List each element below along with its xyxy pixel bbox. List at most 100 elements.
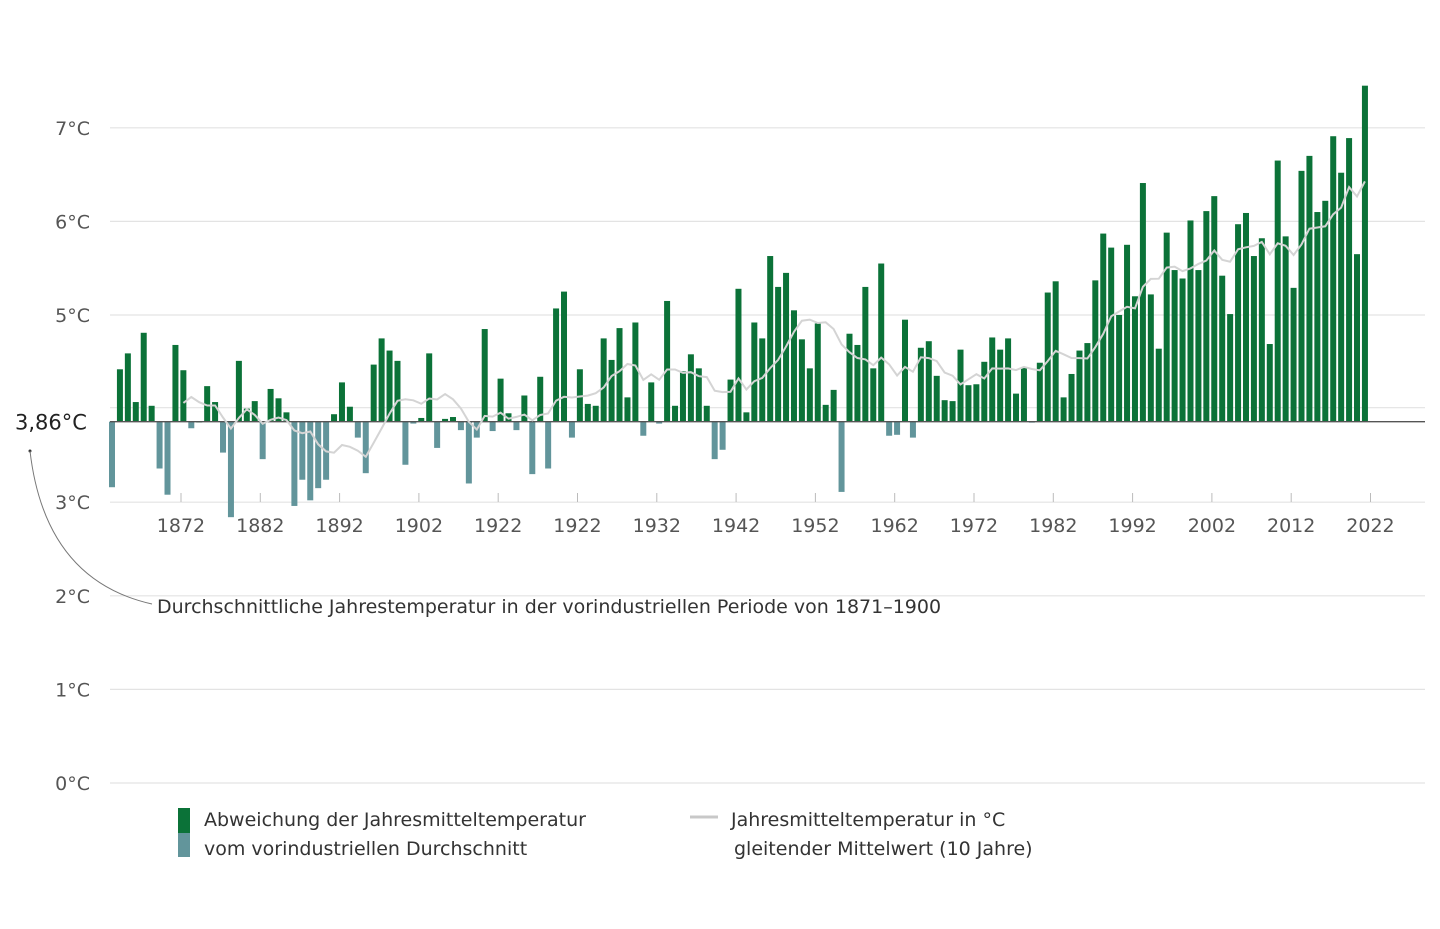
bar-positive bbox=[695, 368, 702, 422]
bar-negative bbox=[410, 421, 417, 424]
bar-positive bbox=[1314, 212, 1321, 422]
bar-negative bbox=[362, 421, 369, 474]
bar-negative bbox=[545, 421, 552, 469]
bar-positive bbox=[687, 354, 694, 422]
x-tick-label: 2002 bbox=[1188, 515, 1236, 537]
y-axis-labels: 0°C 1°C 2°C 3°C 5°C 6°C 7°C bbox=[55, 118, 90, 795]
legend-swatch-negative bbox=[178, 833, 190, 857]
bar-positive bbox=[148, 405, 155, 422]
bar-positive bbox=[1282, 236, 1289, 422]
bar-positive bbox=[854, 344, 861, 422]
bar-negative bbox=[886, 421, 893, 436]
bar-negative bbox=[640, 421, 647, 436]
bar-positive bbox=[1100, 233, 1107, 422]
y-tick-label: 7°C bbox=[55, 118, 90, 140]
bar-positive bbox=[338, 382, 345, 422]
bar-positive bbox=[1131, 296, 1138, 422]
bar-positive bbox=[267, 388, 274, 422]
bar-positive bbox=[941, 400, 948, 422]
y-tick-label: 0°C bbox=[55, 773, 90, 795]
bar-positive bbox=[449, 417, 456, 422]
bar-positive bbox=[1219, 275, 1226, 422]
bar-positive bbox=[1235, 224, 1242, 422]
bar-positive bbox=[481, 329, 488, 422]
bar-positive bbox=[394, 360, 401, 422]
bar-positive bbox=[1076, 350, 1083, 422]
bar-positive bbox=[275, 398, 282, 422]
bar-positive bbox=[132, 402, 139, 422]
bar-positive bbox=[981, 361, 988, 422]
bar-positive bbox=[418, 417, 425, 422]
bar-positive bbox=[1084, 343, 1091, 422]
legend-bar-label-1: Abweichung der Jahresmitteltemperatur bbox=[204, 809, 586, 831]
y-tick-label: 1°C bbox=[55, 679, 90, 701]
bar-positive bbox=[1068, 373, 1075, 422]
bar-negative bbox=[656, 421, 663, 424]
x-tick-label: 1952 bbox=[791, 515, 839, 537]
bar-positive bbox=[775, 286, 782, 422]
bar-positive bbox=[553, 308, 560, 422]
bar-positive bbox=[862, 286, 869, 422]
bar-positive bbox=[1203, 211, 1210, 422]
bar-positive bbox=[1338, 172, 1345, 422]
bar-positive bbox=[592, 405, 599, 422]
x-tick-label: 2012 bbox=[1267, 515, 1315, 537]
bar-positive bbox=[973, 384, 980, 422]
bar-positive bbox=[370, 364, 377, 422]
bar-positive bbox=[1013, 393, 1020, 422]
legend-line-label-1: Jahresmitteltemperatur in °C bbox=[730, 809, 1005, 831]
x-tick-label: 1882 bbox=[236, 515, 284, 537]
bar-positive bbox=[140, 332, 147, 422]
bar-positive bbox=[814, 323, 821, 422]
bar-negative bbox=[568, 421, 575, 438]
bar-positive bbox=[1195, 270, 1202, 422]
bar-positive bbox=[235, 360, 242, 422]
bar-positive bbox=[1020, 367, 1027, 422]
bar-positive bbox=[846, 333, 853, 422]
legend-line-label-2: gleitender Mittelwert (10 Jahre) bbox=[734, 838, 1033, 860]
bar-positive bbox=[378, 338, 385, 422]
bar-positive bbox=[1274, 160, 1281, 422]
bar-negative bbox=[465, 421, 472, 484]
bar-positive bbox=[870, 368, 877, 422]
bar-positive bbox=[917, 347, 924, 422]
x-tick-label: 1962 bbox=[871, 515, 919, 537]
bar-positive bbox=[442, 418, 449, 422]
bar-positive bbox=[1346, 138, 1353, 422]
annotation-connector bbox=[29, 450, 153, 605]
x-tick-label: 1972 bbox=[950, 515, 998, 537]
bar-positive bbox=[426, 353, 433, 422]
bar-positive bbox=[925, 341, 932, 422]
bar-negative bbox=[434, 421, 441, 448]
bar-negative bbox=[402, 421, 409, 465]
y-tick-label: 5°C bbox=[55, 305, 90, 327]
bar-positive bbox=[1227, 314, 1234, 422]
x-tick-label: 1922 bbox=[553, 515, 601, 537]
bar-positive bbox=[759, 338, 766, 422]
bar-positive bbox=[1290, 287, 1297, 422]
bar-negative bbox=[227, 421, 234, 518]
x-tick-label: 1902 bbox=[395, 515, 443, 537]
x-tick-label: 2022 bbox=[1346, 515, 1394, 537]
bar-positive bbox=[1005, 338, 1012, 422]
bar-negative bbox=[513, 421, 520, 431]
bar-negative bbox=[489, 421, 496, 432]
bar-positive bbox=[1155, 348, 1162, 422]
x-tick-label: 1992 bbox=[1108, 515, 1156, 537]
bar-positive bbox=[172, 344, 179, 422]
bar-positive bbox=[965, 385, 972, 422]
bar-positive bbox=[1266, 344, 1273, 422]
bar-positive bbox=[521, 395, 528, 422]
bar-negative bbox=[457, 421, 464, 431]
bar-positive bbox=[1163, 232, 1170, 422]
baseline-label: 3,86°C bbox=[15, 411, 87, 435]
bar-positive bbox=[648, 382, 655, 422]
bar-positive bbox=[878, 263, 885, 422]
bar-negative bbox=[315, 421, 322, 489]
bar-positive bbox=[497, 378, 504, 422]
bar-positive bbox=[331, 414, 338, 422]
moving-average-line bbox=[182, 180, 1366, 459]
bar-positive bbox=[632, 322, 639, 422]
bar-negative bbox=[909, 421, 916, 438]
